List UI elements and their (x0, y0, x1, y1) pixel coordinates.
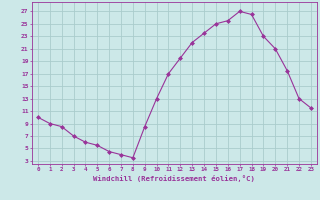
X-axis label: Windchill (Refroidissement éolien,°C): Windchill (Refroidissement éolien,°C) (93, 175, 255, 182)
